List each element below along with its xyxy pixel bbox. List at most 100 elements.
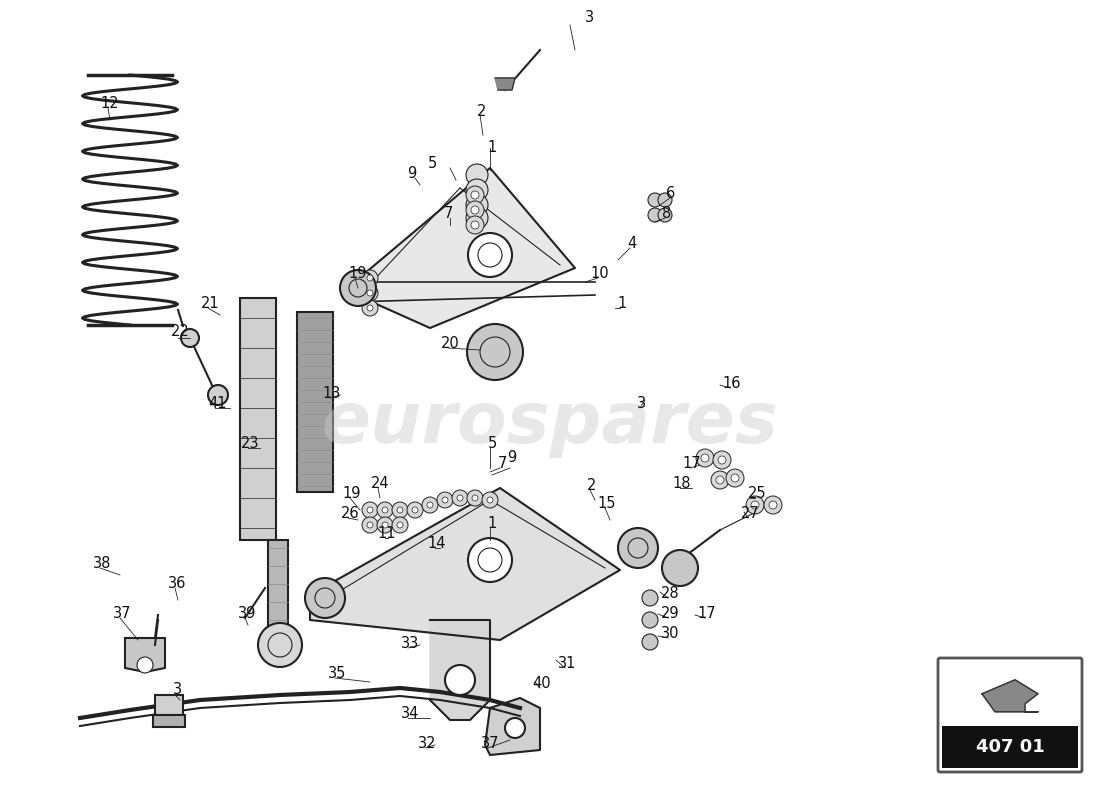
Circle shape xyxy=(658,193,672,207)
Circle shape xyxy=(468,324,522,380)
Circle shape xyxy=(466,186,484,204)
Circle shape xyxy=(138,657,153,673)
Bar xyxy=(268,540,288,660)
Circle shape xyxy=(362,285,378,301)
Text: 407 01: 407 01 xyxy=(976,738,1044,756)
Circle shape xyxy=(446,665,475,695)
Circle shape xyxy=(208,385,228,405)
Polygon shape xyxy=(485,698,540,755)
Text: 1: 1 xyxy=(487,141,496,155)
Circle shape xyxy=(382,522,388,528)
Circle shape xyxy=(468,490,483,506)
Circle shape xyxy=(367,275,373,281)
Circle shape xyxy=(648,193,662,207)
Text: 21: 21 xyxy=(200,295,219,310)
Circle shape xyxy=(377,502,393,518)
Circle shape xyxy=(362,517,378,533)
Circle shape xyxy=(442,497,448,503)
Circle shape xyxy=(718,456,726,464)
Polygon shape xyxy=(125,638,165,672)
Text: 36: 36 xyxy=(168,575,186,590)
Text: 30: 30 xyxy=(661,626,680,641)
Circle shape xyxy=(746,496,764,514)
Text: 3: 3 xyxy=(585,10,595,26)
Text: 18: 18 xyxy=(673,475,691,490)
Circle shape xyxy=(696,449,714,467)
Text: 14: 14 xyxy=(428,535,447,550)
Circle shape xyxy=(367,507,373,513)
Text: 31: 31 xyxy=(558,655,576,670)
Polygon shape xyxy=(345,168,575,328)
Circle shape xyxy=(466,216,484,234)
Circle shape xyxy=(427,502,433,508)
Text: 9: 9 xyxy=(407,166,417,181)
Circle shape xyxy=(751,501,759,509)
Text: 7: 7 xyxy=(443,206,453,221)
Text: 1: 1 xyxy=(487,515,496,530)
Circle shape xyxy=(658,208,672,222)
Text: 33: 33 xyxy=(400,635,419,650)
Circle shape xyxy=(437,492,453,508)
Circle shape xyxy=(466,179,488,201)
Circle shape xyxy=(471,221,478,229)
Text: 8: 8 xyxy=(662,206,672,221)
Circle shape xyxy=(648,208,662,222)
Text: 4: 4 xyxy=(627,235,637,250)
Text: 7: 7 xyxy=(497,455,507,470)
Text: 3: 3 xyxy=(637,395,647,410)
Text: 3: 3 xyxy=(173,682,182,698)
Circle shape xyxy=(471,206,478,214)
Text: 1: 1 xyxy=(617,295,627,310)
Circle shape xyxy=(466,164,488,186)
Text: 22: 22 xyxy=(170,325,189,339)
Text: 20: 20 xyxy=(441,335,460,350)
Circle shape xyxy=(482,492,498,508)
Circle shape xyxy=(711,471,729,489)
Polygon shape xyxy=(310,488,620,640)
Circle shape xyxy=(456,495,463,501)
Circle shape xyxy=(412,507,418,513)
Text: 11: 11 xyxy=(377,526,396,541)
Text: 41: 41 xyxy=(209,395,228,410)
Circle shape xyxy=(407,502,424,518)
Circle shape xyxy=(362,300,378,316)
Circle shape xyxy=(701,454,710,462)
Polygon shape xyxy=(982,680,1038,712)
Circle shape xyxy=(468,233,512,277)
Text: 34: 34 xyxy=(400,706,419,721)
Bar xyxy=(153,715,185,727)
Circle shape xyxy=(726,469,744,487)
Circle shape xyxy=(642,612,658,628)
Circle shape xyxy=(422,497,438,513)
Text: 40: 40 xyxy=(532,675,551,690)
Circle shape xyxy=(377,517,393,533)
Circle shape xyxy=(362,502,378,518)
Text: 12: 12 xyxy=(101,95,119,110)
Text: 9: 9 xyxy=(507,450,517,466)
Text: 17: 17 xyxy=(697,606,716,621)
Circle shape xyxy=(340,270,376,306)
Circle shape xyxy=(382,507,388,513)
Circle shape xyxy=(466,201,484,219)
Text: 23: 23 xyxy=(241,435,260,450)
Circle shape xyxy=(618,528,658,568)
Circle shape xyxy=(716,476,724,484)
Text: 37: 37 xyxy=(112,606,131,621)
Text: 28: 28 xyxy=(661,586,680,601)
Text: 17: 17 xyxy=(683,455,702,470)
Circle shape xyxy=(769,501,777,509)
Text: 39: 39 xyxy=(238,606,256,621)
Text: 37: 37 xyxy=(481,735,499,750)
Circle shape xyxy=(472,495,478,501)
Circle shape xyxy=(258,623,303,667)
Bar xyxy=(155,695,183,715)
Polygon shape xyxy=(495,78,515,90)
Text: 15: 15 xyxy=(597,495,616,510)
Circle shape xyxy=(182,329,199,347)
Circle shape xyxy=(452,490,468,506)
Text: 13: 13 xyxy=(322,386,341,401)
Text: 19: 19 xyxy=(343,486,361,501)
Circle shape xyxy=(305,578,345,618)
Circle shape xyxy=(642,590,658,606)
Text: eurospares: eurospares xyxy=(321,390,779,458)
